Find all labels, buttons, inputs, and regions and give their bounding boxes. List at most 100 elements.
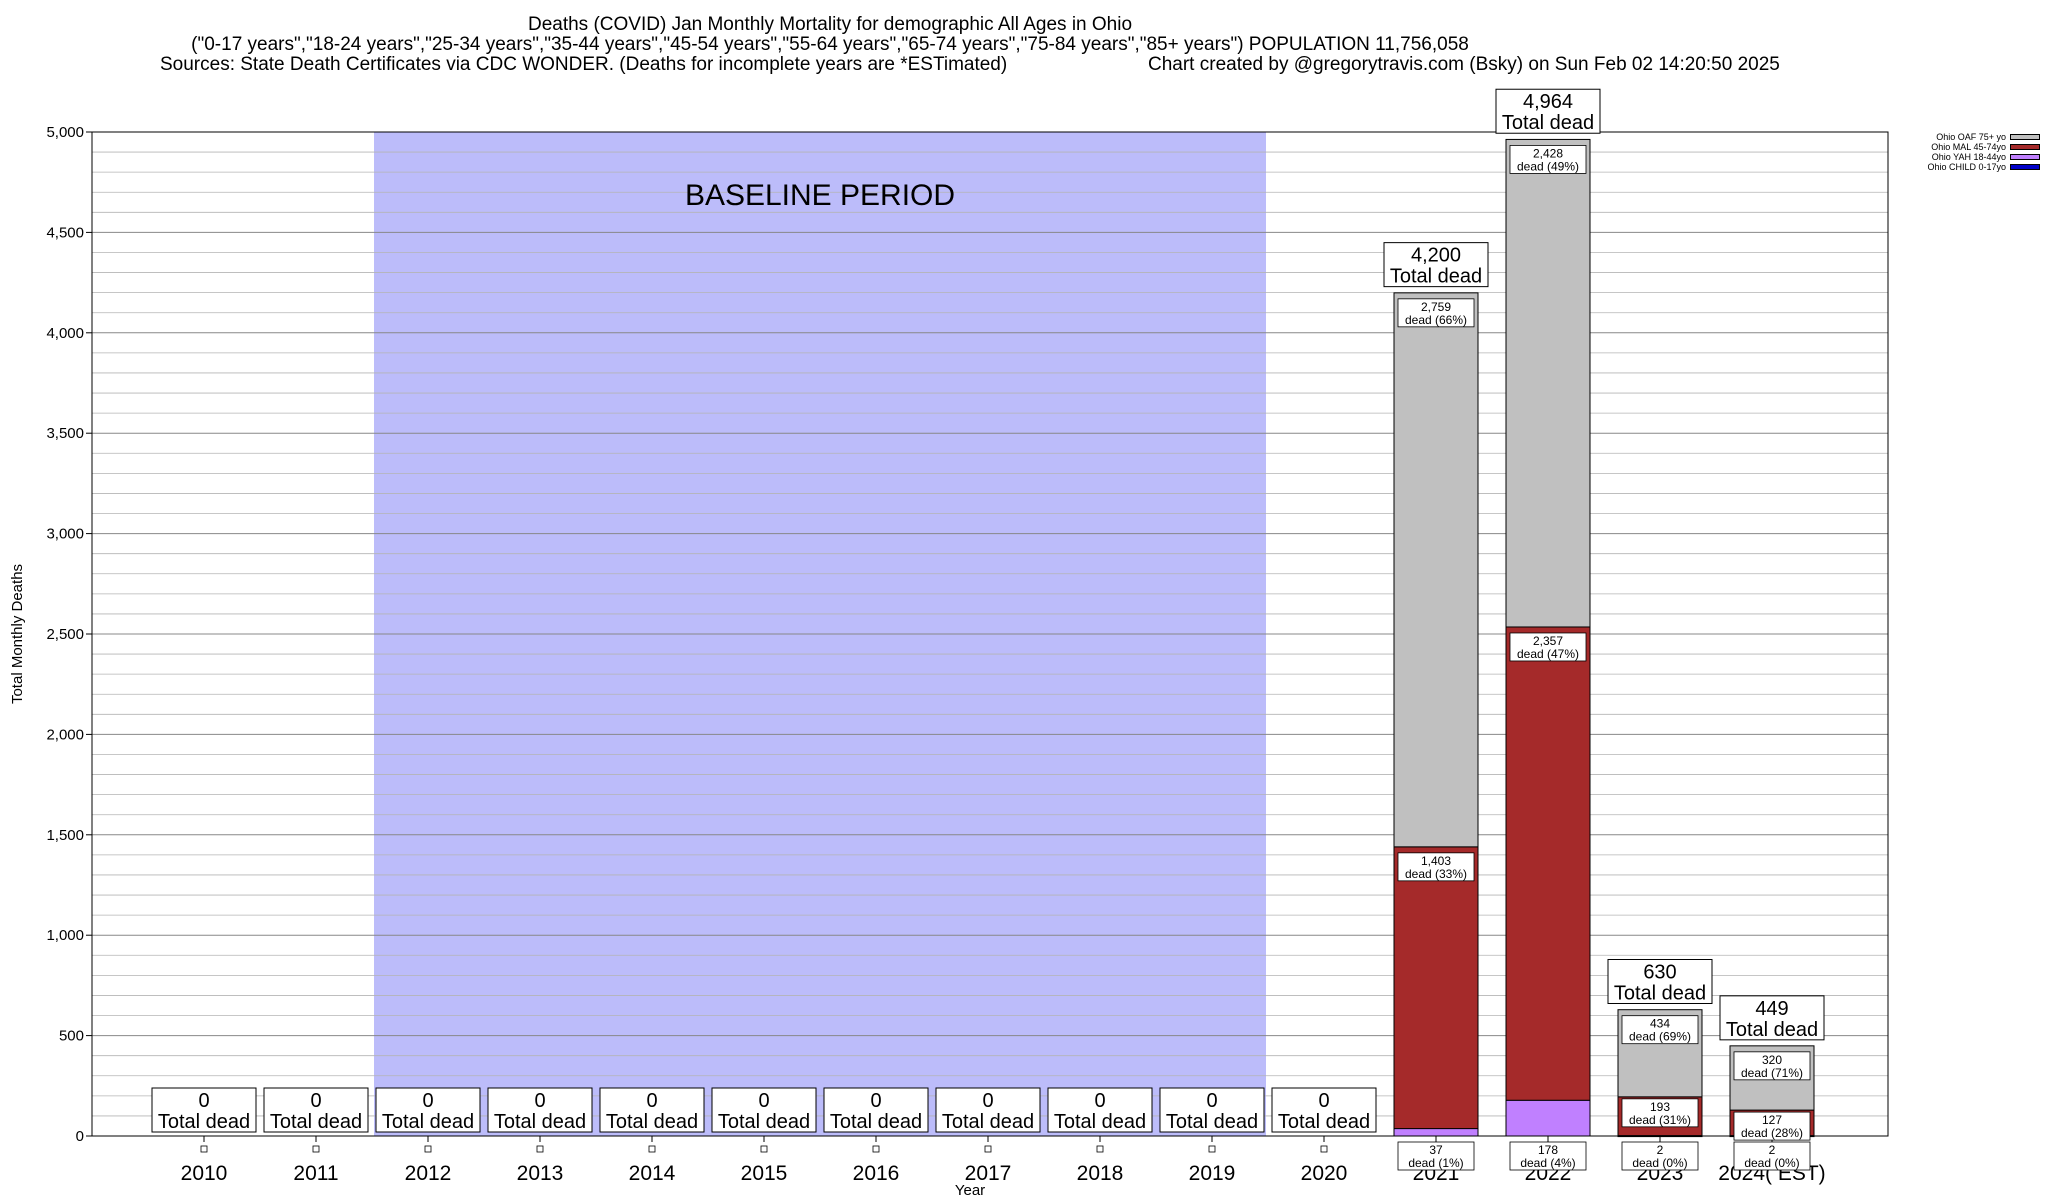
- category-marker: [872, 1145, 880, 1153]
- segment-label-value: 2,759: [1421, 300, 1451, 314]
- category-marker: [1208, 1145, 1216, 1153]
- segment-label-box: [1397, 298, 1475, 328]
- category-marker: [648, 1145, 656, 1153]
- category-marker: [1096, 1145, 1104, 1153]
- category-marker: [1320, 1145, 1328, 1153]
- segment-label-pct: dead (69%): [1629, 1030, 1691, 1044]
- segment-label-pct: dead (33%): [1405, 867, 1467, 881]
- chart-subtitle-demographics: ("0-17 years","18-24 years","25-34 years…: [191, 34, 1469, 55]
- x-tick-label: 2020: [1301, 1162, 1348, 1185]
- total-label-box: [375, 1087, 481, 1133]
- y-tick-label: 4,500: [46, 224, 84, 241]
- total-label-box: [151, 1087, 257, 1133]
- legend-label: Ohio OAF 75+ yo: [1936, 132, 2006, 142]
- bar-segment-ohio-oaf-75-yo: [1505, 138, 1591, 628]
- legend-label: Ohio YAH 18-44yo: [1931, 152, 2006, 162]
- total-suffix: Total dead: [270, 1111, 362, 1133]
- total-label-box: [1719, 995, 1825, 1041]
- y-tick-label: 4,000: [46, 325, 84, 342]
- legend-swatch: [2010, 154, 2040, 160]
- total-suffix: Total dead: [1502, 112, 1594, 134]
- total-label-box: [935, 1087, 1041, 1133]
- total-value: 0: [870, 1090, 881, 1112]
- segment-label-pct: dead (47%): [1517, 647, 1579, 661]
- segment-label-value: 320: [1762, 1053, 1782, 1067]
- total-label-box: [1383, 242, 1489, 288]
- segment-label-pct: dead (28%): [1741, 1126, 1803, 1140]
- total-label-box: [487, 1087, 593, 1133]
- x-tick-label: 2012: [405, 1162, 452, 1185]
- legend-label: Ohio MAL 45-74yo: [1931, 142, 2006, 152]
- segment-label-value: 193: [1650, 1100, 1670, 1114]
- total-label-box: [1495, 88, 1601, 134]
- total-value: 449: [1755, 998, 1788, 1020]
- total-suffix: Total dead: [382, 1111, 474, 1133]
- segment-label-pct: dead (66%): [1405, 313, 1467, 327]
- total-value: 0: [758, 1090, 769, 1112]
- total-suffix: Total dead: [1614, 982, 1706, 1004]
- total-value: 0: [198, 1090, 209, 1112]
- total-label-box: [599, 1087, 705, 1133]
- chart-sources: Sources: State Death Certificates via CD…: [160, 54, 1008, 75]
- total-value: 630: [1643, 961, 1676, 983]
- total-suffix: Total dead: [1390, 266, 1482, 288]
- x-tick-label: 2013: [517, 1162, 564, 1185]
- bar-segment-ohio-yah-18-44yo: [1505, 1099, 1591, 1137]
- legend-item: Ohio MAL 45-74yo: [1880, 142, 2040, 152]
- segment-label-box: [1509, 632, 1587, 662]
- y-tick-label: 5,000: [46, 124, 84, 141]
- total-value: 0: [310, 1090, 321, 1112]
- total-suffix: Total dead: [1166, 1111, 1258, 1133]
- total-label-box: [263, 1087, 369, 1133]
- total-label-box: [823, 1087, 929, 1133]
- category-marker: [424, 1145, 432, 1153]
- total-value: 0: [1318, 1090, 1329, 1112]
- total-suffix: Total dead: [494, 1111, 586, 1133]
- y-tick-label: 1,000: [46, 927, 84, 944]
- y-tick-label: 3,000: [46, 526, 84, 543]
- y-tick-label: 500: [59, 1028, 84, 1045]
- category-marker: [200, 1145, 208, 1153]
- segment-label-box: [1509, 1141, 1587, 1171]
- y-tick-label: 3,500: [46, 425, 84, 442]
- bar-segment-ohio-mal-45-74yo: [1393, 846, 1479, 1130]
- x-tick-label: 2016: [853, 1162, 900, 1185]
- x-tick-label: 2010: [181, 1162, 228, 1185]
- segment-label-box: [1733, 1051, 1811, 1081]
- total-value: 0: [1206, 1090, 1217, 1112]
- segment-label-value: 434: [1650, 1017, 1670, 1031]
- segment-label-pct: dead (49%): [1517, 159, 1579, 173]
- chart-credit: Chart created by @gregorytravis.com (Bsk…: [1148, 54, 1780, 75]
- segment-label-value: 2: [1769, 1143, 1776, 1157]
- segment-label-box: [1621, 1015, 1699, 1045]
- segment-label-pct: dead (71%): [1741, 1066, 1803, 1080]
- category-marker: [760, 1145, 768, 1153]
- total-suffix: Total dead: [942, 1111, 1034, 1133]
- segment-label-pct: dead (0%): [1744, 1156, 1799, 1170]
- y-axis-label: Total Monthly Deaths: [9, 564, 26, 704]
- total-label-box: [1159, 1087, 1265, 1133]
- total-value: 4,964: [1523, 91, 1573, 113]
- legend-swatch: [2010, 134, 2040, 140]
- legend-label: Ohio CHILD 0-17yo: [1927, 162, 2006, 172]
- segment-label-pct: dead (0%): [1632, 1156, 1687, 1170]
- chart-title: Deaths (COVID) Jan Monthly Mortality for…: [527, 14, 1133, 35]
- segment-label-pct: dead (31%): [1629, 1113, 1691, 1127]
- x-axis-label: Year: [955, 1182, 985, 1199]
- x-tick-label: 2017: [965, 1162, 1012, 1185]
- segment-label-box: [1509, 145, 1587, 174]
- segment-label-box: [1397, 852, 1475, 882]
- segment-label-value: 127: [1762, 1113, 1782, 1127]
- segment-label-value: 37: [1429, 1143, 1443, 1157]
- segment-label-value: 2: [1657, 1143, 1664, 1157]
- total-suffix: Total dead: [830, 1111, 922, 1133]
- total-value: 0: [422, 1090, 433, 1112]
- segment-label-box: [1621, 1141, 1699, 1171]
- total-value: 0: [534, 1090, 545, 1112]
- total-suffix: Total dead: [1054, 1111, 1146, 1133]
- x-tick-label: 2019: [1189, 1162, 1236, 1185]
- total-value: 0: [982, 1090, 993, 1112]
- legend-swatch: [2010, 164, 2040, 170]
- total-value: 4,200: [1411, 245, 1461, 267]
- total-suffix: Total dead: [158, 1111, 250, 1133]
